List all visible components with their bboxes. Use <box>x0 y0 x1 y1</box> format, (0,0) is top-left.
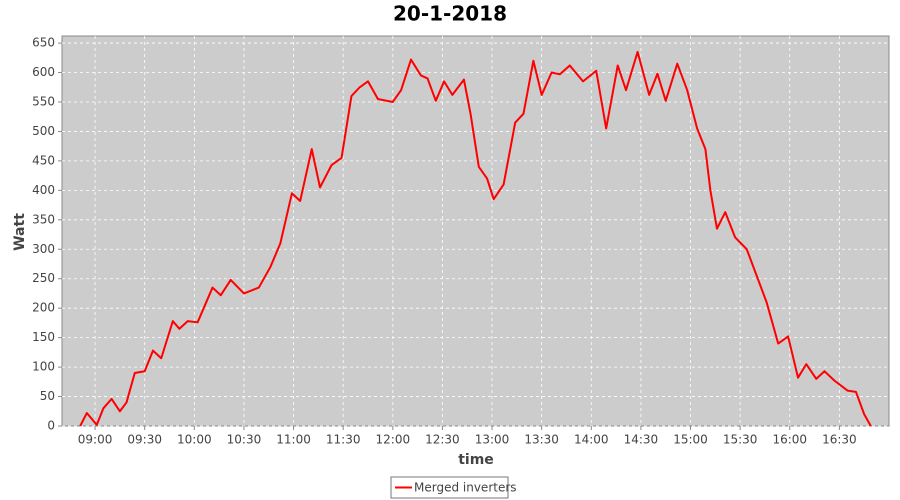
y-tick-label: 250 <box>32 271 55 285</box>
x-axis-label: time <box>458 452 494 468</box>
x-tick-label: 13:30 <box>524 433 559 447</box>
y-tick-label: 200 <box>32 301 55 315</box>
x-tick-label: 14:30 <box>624 433 659 447</box>
x-tick-label: 12:30 <box>425 433 460 447</box>
y-tick-label: 650 <box>32 36 55 50</box>
x-tick-label: 14:00 <box>574 433 609 447</box>
y-tick-label: 450 <box>32 153 55 167</box>
x-tick-label: 13:00 <box>475 433 510 447</box>
x-tick-label: 15:30 <box>723 433 758 447</box>
x-tick-label: 10:30 <box>227 433 262 447</box>
x-tick-label: 11:00 <box>276 433 311 447</box>
plot-area <box>61 35 890 427</box>
y-tick-label: 150 <box>32 330 55 344</box>
y-tick-label: 500 <box>32 124 55 138</box>
x-tick-label: 16:30 <box>822 433 857 447</box>
x-tick-label: 15:00 <box>673 433 708 447</box>
x-tick-label: 10:00 <box>177 433 212 447</box>
x-tick-label: 12:00 <box>376 433 411 447</box>
chart-title: 20-1-2018 <box>393 2 507 26</box>
y-tick-label: 400 <box>32 183 55 197</box>
legend-box <box>390 476 509 499</box>
y-tick-label: 0 <box>47 419 55 433</box>
y-tick-label: 350 <box>32 212 55 226</box>
y-tick-label: 550 <box>32 94 55 108</box>
y-axis-label: Watt <box>12 213 28 251</box>
x-tick-label: 16:00 <box>772 433 807 447</box>
legend-label: Merged inverters <box>414 481 517 495</box>
x-tick-label: 09:30 <box>127 433 162 447</box>
x-tick-label: 11:30 <box>326 433 361 447</box>
y-tick-label: 300 <box>32 242 55 256</box>
x-tick-label: 09:00 <box>78 433 113 447</box>
y-tick-label: 600 <box>32 65 55 79</box>
data-line <box>79 50 872 427</box>
y-tick-label: 100 <box>32 360 55 374</box>
y-tick-label: 50 <box>40 389 55 403</box>
